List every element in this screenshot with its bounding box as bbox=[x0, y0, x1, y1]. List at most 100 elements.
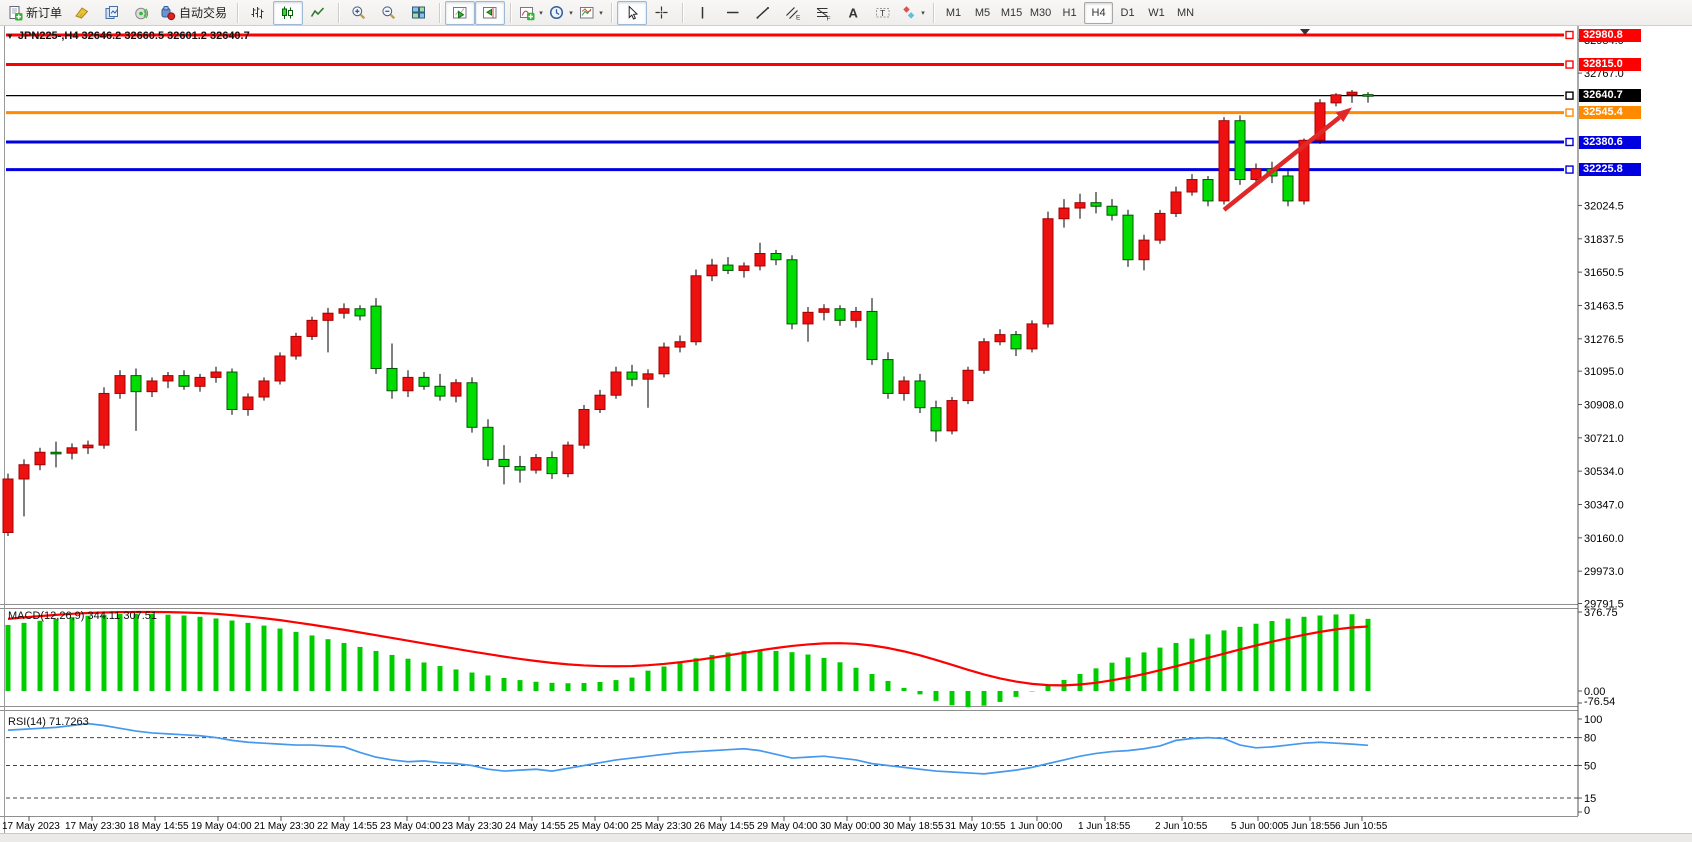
chevron-down-icon[interactable]: ▾ bbox=[599, 9, 603, 17]
autotrading-icon bbox=[160, 5, 176, 21]
svg-text:0: 0 bbox=[1584, 805, 1590, 817]
svg-text:31276.5: 31276.5 bbox=[1584, 334, 1624, 346]
chart-shift-icon bbox=[482, 5, 498, 21]
chart-expand-icon[interactable]: ▼ bbox=[6, 31, 14, 41]
svg-text:30160.0: 30160.0 bbox=[1584, 533, 1624, 545]
toolbar-separator bbox=[439, 2, 441, 23]
text-label-button[interactable]: T bbox=[868, 1, 898, 25]
timeframe-M30-button[interactable]: M30 bbox=[1029, 6, 1052, 19]
svg-text:29 May 04:00: 29 May 04:00 bbox=[757, 821, 818, 832]
timeframe-M5-button[interactable]: M5 bbox=[974, 6, 991, 19]
macd-panel[interactable]: 376.75 0.00-76.54 bbox=[5, 607, 1618, 708]
trendline-button[interactable] bbox=[748, 1, 778, 25]
toolbar-separator bbox=[682, 2, 684, 23]
chevron-down-icon[interactable]: ▾ bbox=[539, 9, 543, 17]
fibonacci-icon: F bbox=[815, 5, 831, 21]
templates-icon bbox=[579, 5, 595, 21]
toolbar-separator bbox=[237, 2, 239, 23]
macd-indicator-label: MACD(12,26,9) 344.11 307.51 bbox=[8, 610, 157, 622]
autotrading-button[interactable]: 自动交易 bbox=[157, 1, 232, 25]
timeframe-H4-button[interactable]: H4 bbox=[1084, 1, 1114, 24]
zoom-in-button[interactable] bbox=[344, 1, 374, 25]
svg-text:30347.0: 30347.0 bbox=[1584, 499, 1624, 511]
signals-button[interactable] bbox=[127, 1, 157, 25]
templates-button[interactable]: ▾ bbox=[576, 1, 606, 25]
svg-text:23 May 23:30: 23 May 23:30 bbox=[442, 821, 503, 832]
svg-text:29973.0: 29973.0 bbox=[1584, 566, 1624, 578]
candlestick-chart-icon bbox=[280, 5, 296, 21]
svg-text:30534.0: 30534.0 bbox=[1584, 466, 1624, 478]
horizontal-line-button[interactable] bbox=[718, 1, 748, 25]
svg-text:29791.5: 29791.5 bbox=[1584, 599, 1624, 611]
crosshair-icon bbox=[654, 5, 670, 21]
new-order-button[interactable]: 新订单 bbox=[4, 1, 67, 25]
time-axis[interactable]: 17 May 2023 17 May 23:30 18 May 14:55 19 Ma… bbox=[2, 816, 1388, 832]
timeframe-D1-button[interactable]: D1 bbox=[1120, 6, 1135, 19]
equidistant-channel-button[interactable]: E bbox=[778, 1, 808, 25]
charts-list-button[interactable] bbox=[97, 1, 127, 25]
svg-text:30 May 00:00: 30 May 00:00 bbox=[820, 821, 881, 832]
indicators-button[interactable]: ▾ bbox=[516, 1, 546, 25]
svg-text:18 May 14:55: 18 May 14:55 bbox=[128, 821, 189, 832]
crosshair-button[interactable] bbox=[647, 1, 677, 25]
styler-icon bbox=[74, 5, 90, 21]
svg-text:376.75: 376.75 bbox=[1584, 607, 1618, 619]
svg-text:25 May 04:00: 25 May 04:00 bbox=[568, 821, 629, 832]
toolbar-separator bbox=[611, 2, 613, 23]
bar-chart-button[interactable] bbox=[243, 1, 273, 25]
svg-text:32767.0: 32767.0 bbox=[1584, 68, 1624, 80]
timeframe-M1-button[interactable]: M1 bbox=[945, 6, 962, 19]
auto-scroll-icon bbox=[452, 5, 468, 21]
timeframe-MN-button[interactable]: MN bbox=[1176, 6, 1195, 19]
chevron-down-icon[interactable]: ▾ bbox=[569, 9, 573, 17]
arrows-icon bbox=[901, 5, 917, 21]
timeframe-M15-button[interactable]: M15 bbox=[1000, 6, 1023, 19]
price-axis[interactable]: 32954.032767.032024.531837.531650.531463… bbox=[1578, 35, 1624, 611]
svg-text:100: 100 bbox=[1584, 714, 1602, 726]
timeframe-H1-button[interactable]: H1 bbox=[1062, 6, 1077, 19]
arrows-button[interactable]: ▾ bbox=[898, 1, 928, 25]
toolbar-separator bbox=[510, 2, 512, 23]
svg-text:31837.5: 31837.5 bbox=[1584, 234, 1624, 246]
bar-chart-icon bbox=[250, 5, 266, 21]
svg-text:-76.54: -76.54 bbox=[1584, 696, 1615, 708]
candlestick-chart-button[interactable] bbox=[273, 0, 304, 25]
svg-text:19 May 04:00: 19 May 04:00 bbox=[191, 821, 252, 832]
candles-layer bbox=[2, 90, 1374, 537]
main-toolbar: 新订单 自动交易 ▾ ▾ ▾ E F A T ▾ M1 M5 M15 M30 H1 H4 D1 W1 MN bbox=[0, 0, 1692, 26]
svg-text:24 May 14:55: 24 May 14:55 bbox=[505, 821, 566, 832]
timeframe-W1-button[interactable]: W1 bbox=[1148, 6, 1165, 19]
svg-text:31650.5: 31650.5 bbox=[1584, 267, 1624, 279]
horizontal-line-icon bbox=[725, 5, 741, 21]
zoom-out-button[interactable] bbox=[374, 1, 404, 25]
indicators-icon bbox=[519, 5, 535, 21]
svg-text:1 Jun 00:00: 1 Jun 00:00 bbox=[1010, 821, 1063, 832]
svg-text:17 May 23:30: 17 May 23:30 bbox=[65, 821, 126, 832]
text-icon: A bbox=[845, 5, 861, 21]
chart-shift-button[interactable] bbox=[475, 0, 506, 25]
text-button[interactable]: A bbox=[838, 1, 868, 25]
svg-text:26 May 14:55: 26 May 14:55 bbox=[694, 821, 755, 832]
line-chart-button[interactable] bbox=[303, 1, 333, 25]
chart-shift-marker[interactable] bbox=[1300, 29, 1310, 35]
trend-arrow[interactable] bbox=[1222, 107, 1352, 212]
price-line-badge: 32380.6 bbox=[1579, 135, 1641, 149]
auto-scroll-button[interactable] bbox=[445, 0, 476, 25]
svg-text:2 Jun 10:55: 2 Jun 10:55 bbox=[1155, 821, 1208, 832]
periods-icon bbox=[549, 5, 565, 21]
fibonacci-button[interactable]: F bbox=[808, 1, 838, 25]
equidistant-channel-icon: E bbox=[785, 5, 801, 21]
styler-button[interactable] bbox=[67, 1, 97, 25]
rsi-panel[interactable]: 100 80 50 150 bbox=[6, 714, 1602, 817]
vertical-line-button[interactable] bbox=[688, 1, 718, 25]
cursor-button[interactable] bbox=[617, 0, 648, 25]
rsi-indicator-label: RSI(14) 71.7263 bbox=[8, 716, 89, 728]
chevron-down-icon[interactable]: ▾ bbox=[921, 9, 925, 17]
tile-windows-button[interactable] bbox=[404, 1, 434, 25]
svg-text:25 May 23:30: 25 May 23:30 bbox=[631, 821, 692, 832]
vertical-line-icon bbox=[695, 5, 711, 21]
periods-button[interactable]: ▾ bbox=[546, 1, 576, 25]
zoom-in-icon bbox=[351, 5, 367, 21]
svg-text:F: F bbox=[827, 15, 831, 21]
